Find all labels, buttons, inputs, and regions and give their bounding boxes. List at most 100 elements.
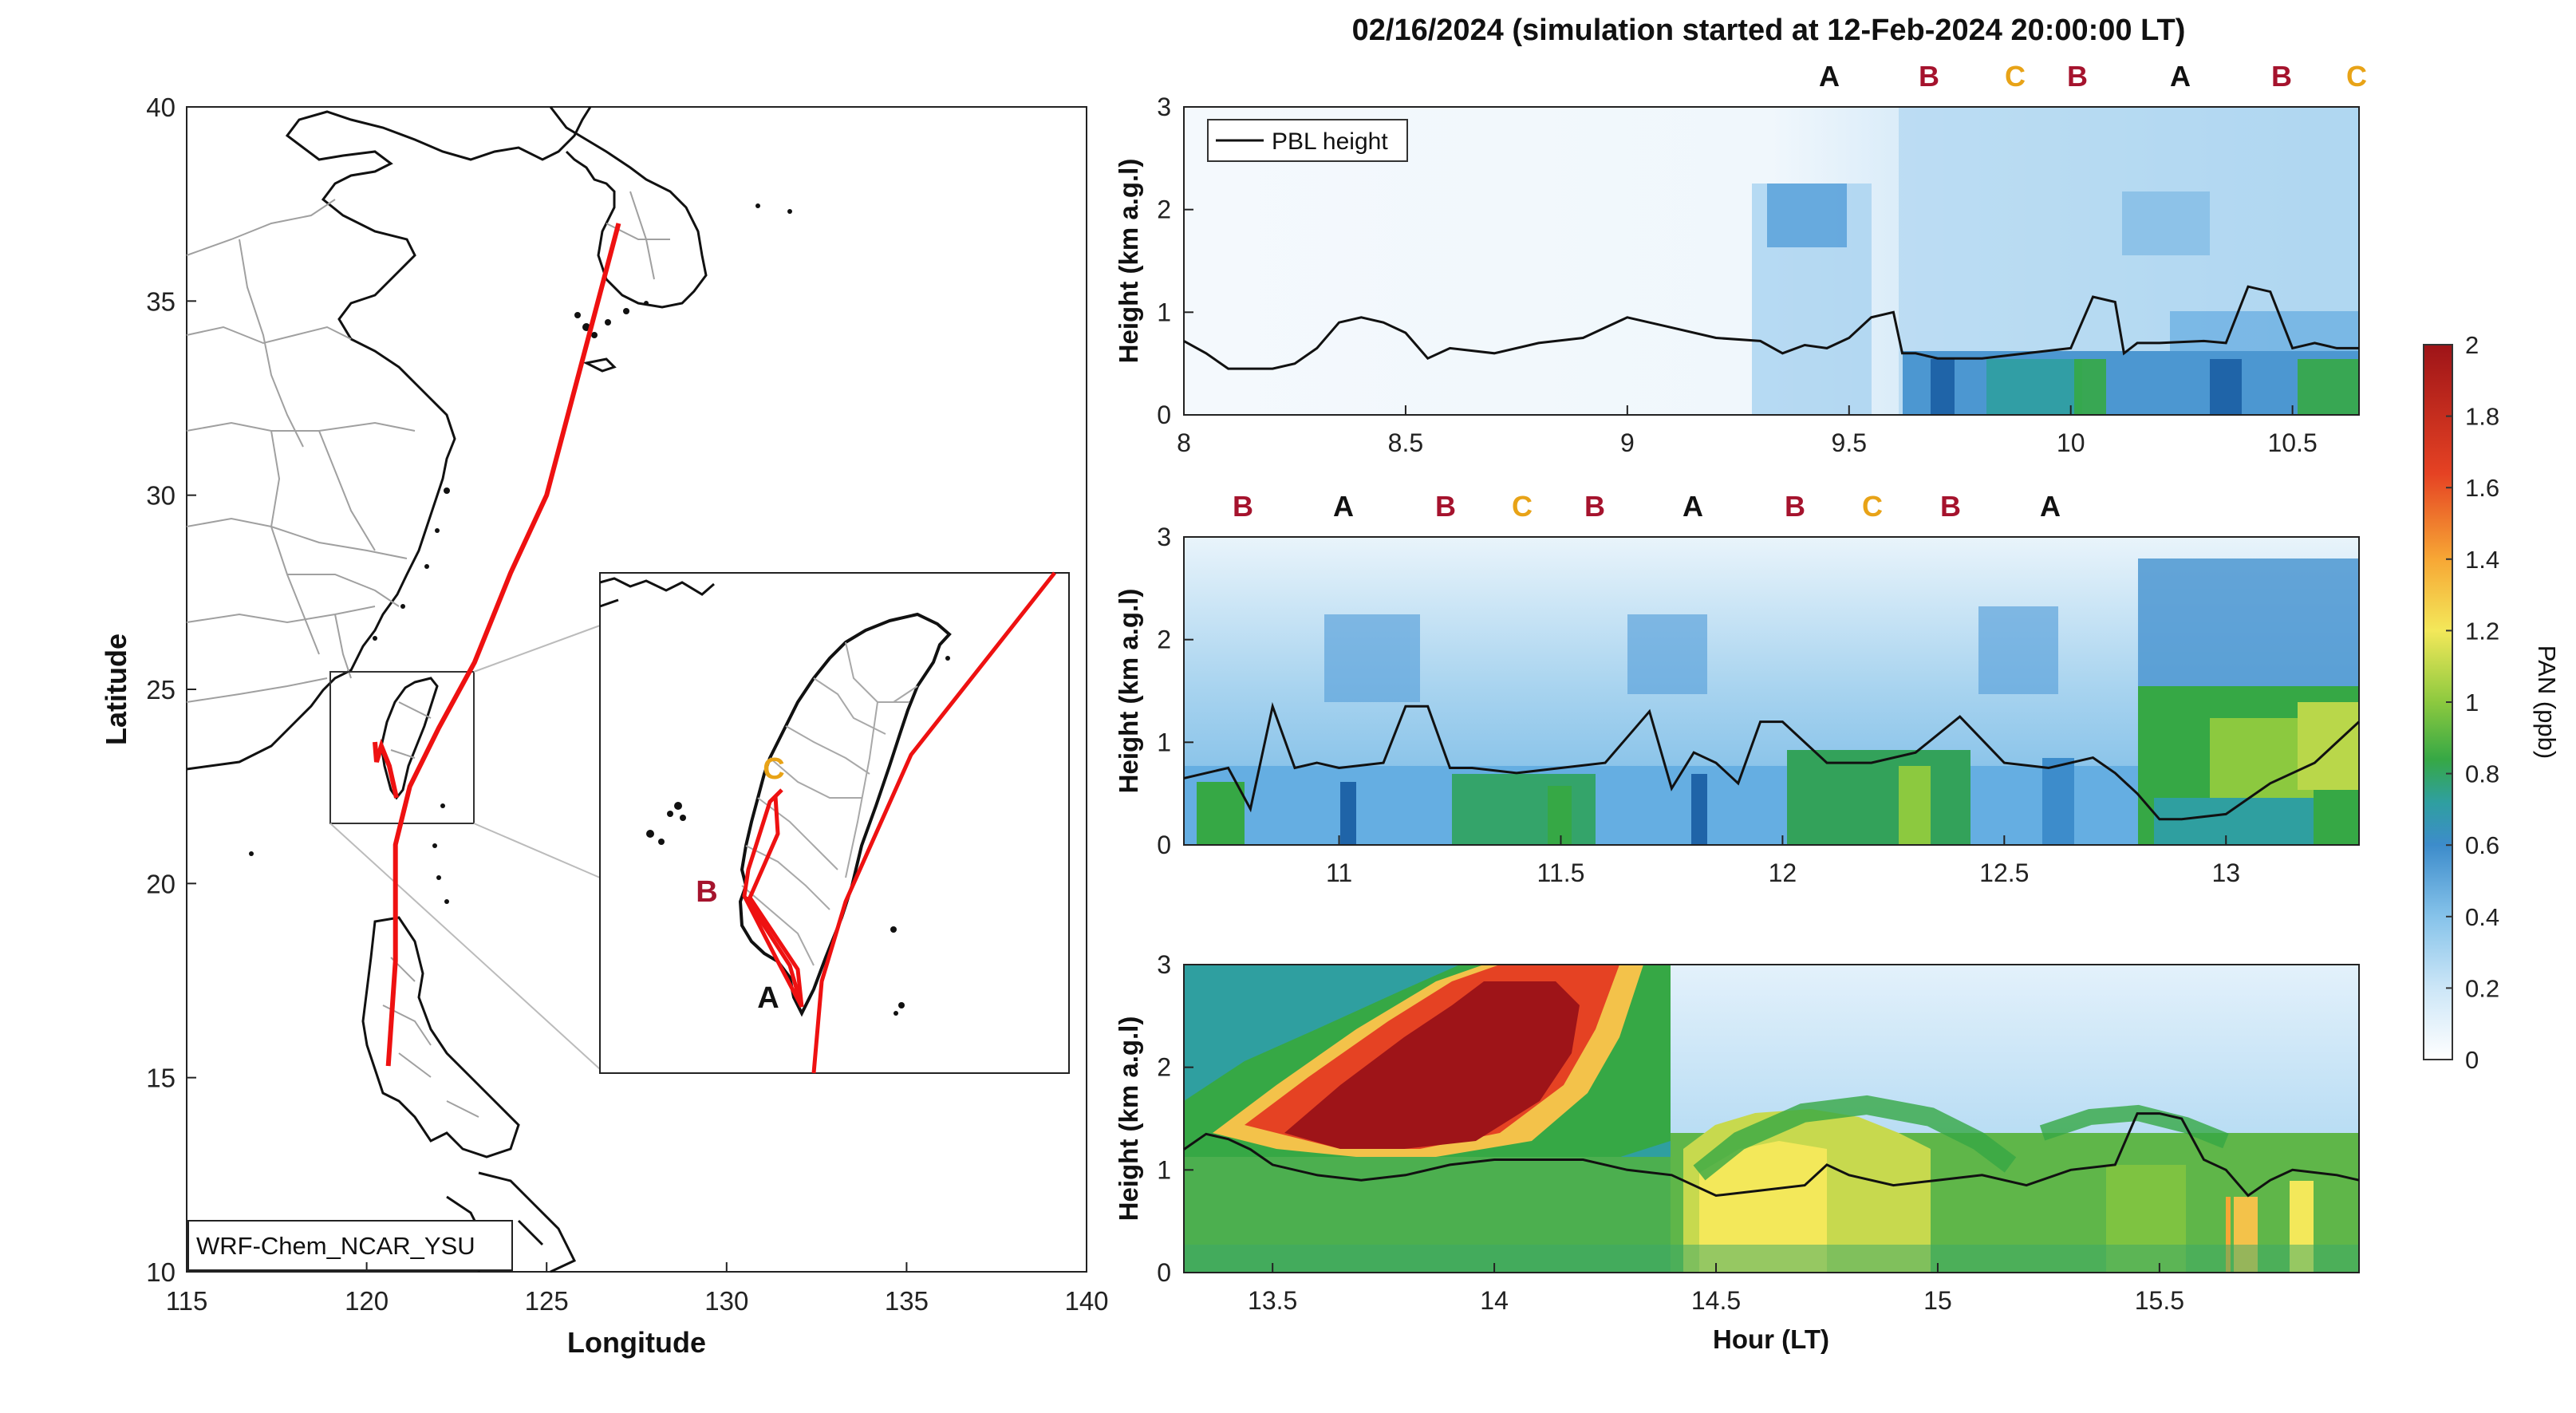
y-tick-label: 0 bbox=[1157, 831, 1171, 859]
location-label: C bbox=[1862, 490, 1883, 523]
panel-3-xlabel: Hour (LT) bbox=[1713, 1324, 1829, 1354]
panel-2-pbl-line bbox=[1183, 701, 2361, 821]
inset-label-c: C bbox=[763, 752, 784, 786]
location-label: B bbox=[1940, 490, 1961, 523]
inset-track-c bbox=[748, 795, 804, 1008]
inset-islands bbox=[646, 656, 950, 1016]
panel-3-ylabel: Height (km a.g.l) bbox=[1114, 1016, 1143, 1222]
x-tick-label: 9.5 bbox=[1832, 428, 1867, 457]
location-label: A bbox=[1682, 490, 1703, 523]
x-tick-label: 8.5 bbox=[1388, 428, 1423, 457]
map-y-tick-label: 10 bbox=[146, 1257, 176, 1287]
panel-3-heatmap bbox=[1184, 965, 2359, 1273]
coastline-korea bbox=[549, 106, 708, 309]
x-tick-label: 13 bbox=[2211, 858, 2240, 887]
panel-2-heatmap bbox=[1184, 537, 2359, 845]
map-x-tick-label: 140 bbox=[1064, 1286, 1108, 1316]
colorbar-tick-label: 1.4 bbox=[2465, 546, 2499, 574]
zoom-connector-mid bbox=[473, 823, 601, 878]
map-x-tick-label: 115 bbox=[166, 1286, 208, 1316]
map-x-ticks: 115 120 125 130 135 140 bbox=[166, 1262, 1109, 1316]
x-tick-label: 13.5 bbox=[1248, 1286, 1297, 1315]
coastline-taiwan bbox=[380, 677, 439, 800]
inset-label-a: A bbox=[757, 981, 779, 1015]
location-label: A bbox=[1819, 60, 1840, 93]
location-label: A bbox=[2170, 60, 2191, 93]
inset-panel: C B A bbox=[599, 571, 1070, 1074]
y-tick-label: 1 bbox=[1157, 728, 1171, 756]
panel-2-ylabel: Height (km a.g.l) bbox=[1114, 589, 1143, 794]
islands bbox=[249, 203, 792, 904]
x-tick-label: 9 bbox=[1620, 428, 1635, 457]
colorbar: 0 0.2 0.4 0.6 0.8 1 1.2 1.4 1.6 1.8 2 PAN (ppb) bbox=[2423, 331, 2561, 1074]
colorbar-tick-label: 0.4 bbox=[2465, 903, 2499, 931]
y-tick-label: 0 bbox=[1157, 1258, 1171, 1287]
colorbar-label: PAN (ppb) bbox=[2533, 645, 2561, 759]
panel-1-legend-label: PBL height bbox=[1272, 128, 1388, 155]
panel-1: PBL height 8 8.5 9 9.5 10 10.5 0 1 2 3 A B C B A B C He… bbox=[1114, 60, 2367, 457]
inset-track-east bbox=[811, 571, 1056, 1074]
location-label: A bbox=[1333, 490, 1354, 523]
location-label: C bbox=[2005, 60, 2026, 93]
figure-title: 02/16/2024 (simulation started at 12-Feb… bbox=[1352, 14, 2186, 47]
location-label: A bbox=[2040, 490, 2061, 523]
inset-county-borders bbox=[741, 641, 918, 966]
y-tick-label: 2 bbox=[1157, 1053, 1171, 1082]
location-label: B bbox=[1233, 490, 1253, 523]
colorbar-tick-label: 0 bbox=[2465, 1046, 2479, 1074]
y-tick-label: 3 bbox=[1157, 93, 1171, 121]
panel-1-legend: PBL height bbox=[1207, 119, 1408, 162]
location-label: B bbox=[1435, 490, 1456, 523]
colorbar-ticks: 0 0.2 0.4 0.6 0.8 1 1.2 1.4 1.6 1.8 2 bbox=[2446, 331, 2499, 1074]
panel-1-pbl-line bbox=[1183, 285, 2359, 370]
y-tick-label: 0 bbox=[1157, 401, 1171, 429]
x-tick-label: 12 bbox=[1769, 858, 1797, 887]
y-tick-label: 1 bbox=[1157, 1155, 1171, 1184]
x-tick-label: 8 bbox=[1177, 428, 1191, 457]
y-tick-label: 3 bbox=[1157, 950, 1171, 979]
coastline-luzon bbox=[361, 916, 520, 1158]
map-y-ticks: 10 15 20 25 30 35 40 bbox=[146, 93, 196, 1287]
x-tick-label: 11 bbox=[1326, 858, 1352, 887]
coastline-china bbox=[186, 106, 592, 771]
province-borders bbox=[186, 191, 670, 1118]
location-label: B bbox=[2067, 60, 2088, 93]
colorbar-tick-label: 1.6 bbox=[2465, 474, 2499, 502]
inset-track-a bbox=[744, 896, 804, 1008]
colorbar-tick-label: 1.8 bbox=[2465, 403, 2499, 431]
colorbar-tick-label: 0.8 bbox=[2465, 760, 2499, 788]
y-tick-label: 2 bbox=[1157, 626, 1171, 654]
panel-1-ylabel: Height (km a.g.l) bbox=[1114, 159, 1143, 364]
map-y-tick-label: 35 bbox=[146, 286, 176, 316]
x-tick-label: 10 bbox=[2057, 428, 2085, 457]
map-x-tick-label: 125 bbox=[525, 1286, 569, 1316]
map-x-tick-label: 130 bbox=[704, 1286, 748, 1316]
location-label: C bbox=[2346, 60, 2367, 93]
location-label: C bbox=[1512, 490, 1533, 523]
colorbar-tick-label: 0.2 bbox=[2465, 974, 2499, 1002]
colorbar-tick-label: 1.2 bbox=[2465, 617, 2499, 645]
x-tick-label: 11.5 bbox=[1537, 858, 1585, 887]
model-label-box bbox=[187, 1220, 513, 1271]
inset-label-b: B bbox=[696, 875, 717, 909]
map-y-tick-label: 20 bbox=[146, 869, 176, 898]
y-tick-label: 3 bbox=[1157, 523, 1171, 551]
x-tick-label: 10.5 bbox=[2267, 428, 2317, 457]
x-tick-label: 15 bbox=[1923, 1286, 1952, 1315]
y-tick-label: 1 bbox=[1157, 298, 1171, 326]
map-y-tick-label: 15 bbox=[146, 1064, 176, 1093]
x-tick-label: 14 bbox=[1480, 1286, 1509, 1315]
panel-1-ticks: 8 8.5 9 9.5 10 10.5 0 1 2 3 bbox=[1157, 93, 2318, 457]
map-x-tick-label: 135 bbox=[885, 1286, 929, 1316]
inset-track-b bbox=[742, 788, 804, 1008]
panel-3: 13.5 14 14.5 15 15.5 0 1 2 3 Height (km a.g.l) H… bbox=[1114, 950, 2360, 1354]
y-tick-label: 2 bbox=[1157, 195, 1171, 224]
map-y-tick-label: 25 bbox=[146, 675, 176, 705]
map-track-local bbox=[373, 738, 399, 799]
panel-1-axes bbox=[1183, 106, 2360, 416]
